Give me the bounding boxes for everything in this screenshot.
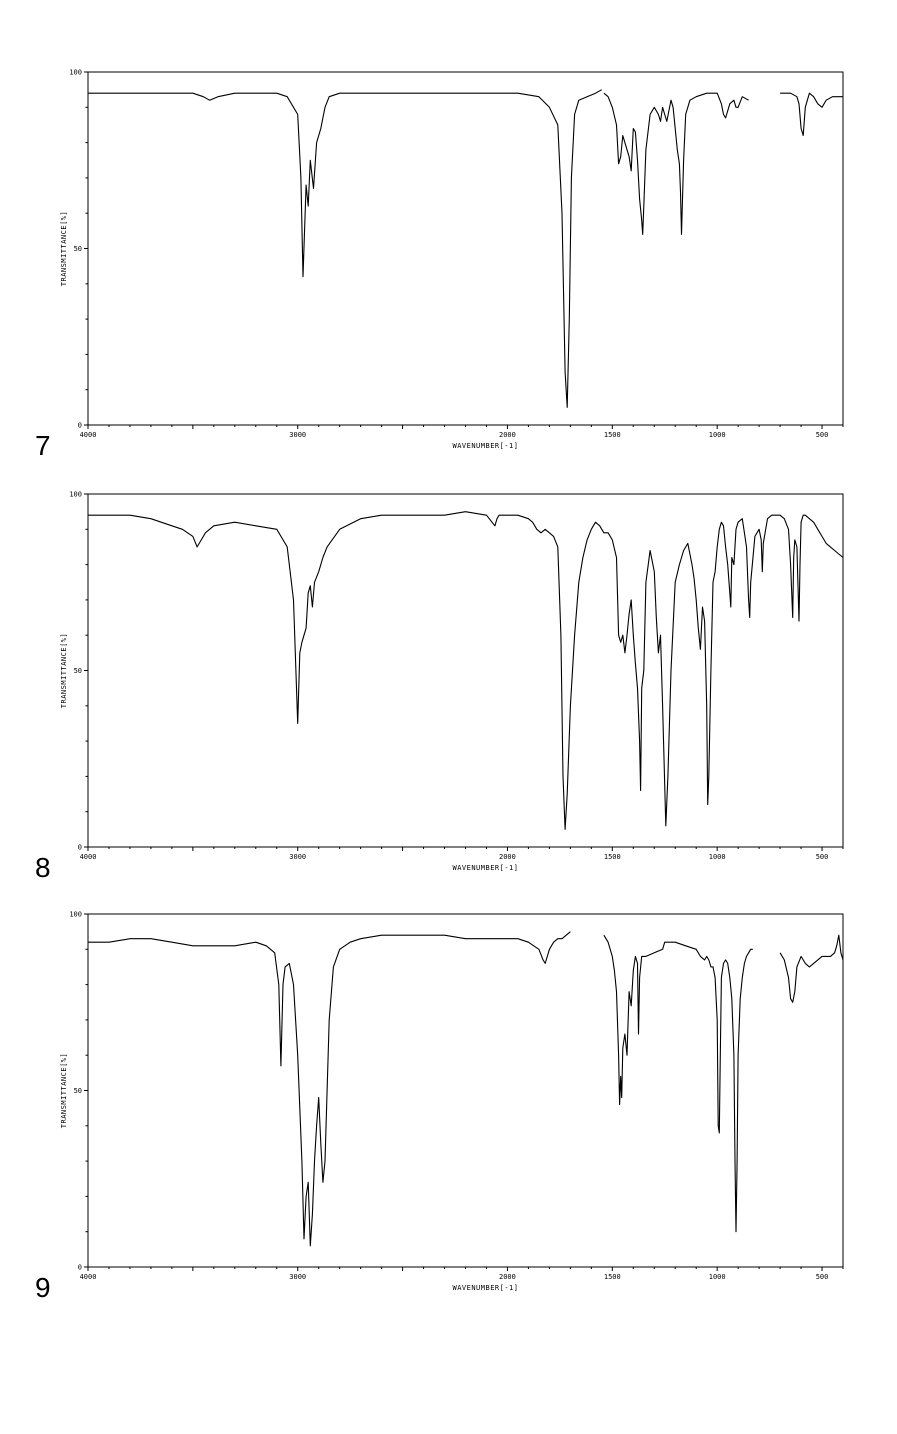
x-tick-label: 3000 [289,431,306,439]
panel-number: 8 [35,852,51,883]
y-tick-label: 100 [69,69,82,77]
x-tick-label: 1000 [709,431,726,439]
panel-number: 7 [35,430,51,461]
ir-spectrum-panel-9: 0 50 100 4000 3000 2000 1500 1000 500 WAVENUMBER[… [0,882,897,1303]
y-tick-label: 100 [69,911,82,919]
spectrum-trace-segment-3 [780,92,843,137]
x-tick-label: 2000 [499,431,516,439]
x-axis-title: WAVENUMBER[-1] [452,442,518,450]
ir-spectrum-panel-8: 0 50 100 4000 3000 2000 1500 1000 500 WAVENUMBER[… [0,462,897,883]
plot-frame [87,493,844,848]
y-tick-label: 0 [78,1264,82,1272]
x-tick-label: 3000 [289,1273,306,1281]
x-tick-label: 1500 [604,431,621,439]
x-tick-label: 500 [816,431,829,439]
x-tick-label: 4000 [80,1273,97,1281]
panel-number: 9 [35,1272,51,1303]
x-tick-label: 1000 [709,853,726,861]
y-axis-title: TRANSMITTANCE[%] [60,211,68,286]
spectrum-trace-segment-2 [603,934,753,1233]
y-tick-label: 50 [74,1087,82,1095]
y-tick-label: 50 [74,667,82,675]
chart-svg: 0 50 100 4000 3000 2000 1500 1000 500 WAVENUMBER[… [60,491,844,872]
y-axis-title: TRANSMITTANCE[%] [60,633,68,708]
plot-frame [87,71,844,426]
chart-svg: 0 50 100 4000 3000 2000 1500 1000 500 WAVENUMBER[… [60,911,844,1292]
y-tick-label: 0 [78,844,82,852]
spectrum-trace-segment-3 [779,934,844,1003]
y-tick-label: 50 [74,245,82,253]
chart-svg: 0 50 100 4000 3000 2000 1500 1000 500 WAVENUMBER[… [60,69,844,450]
x-tick-label: 4000 [80,431,97,439]
x-tick-label: 4000 [80,853,97,861]
plot-frame [87,913,844,1268]
y-tick-label: 0 [78,422,82,430]
x-tick-label: 2000 [499,1273,516,1281]
x-tick-label: 2000 [499,853,516,861]
x-tick-label: 1000 [709,1273,726,1281]
x-tick-label: 3000 [289,853,306,861]
x-tick-label: 1500 [604,1273,621,1281]
x-axis-title: WAVENUMBER[-1] [452,864,518,872]
spectrum-trace-segment-2 [603,92,749,235]
ir-spectrum-panel-7: 0 50 100 4000 3000 2000 1500 1000 500 WAVENUMBER[… [0,40,897,461]
spectrum-trace-segment-1 [88,931,571,1247]
x-tick-label: 500 [816,853,829,861]
x-tick-label: 1500 [604,853,621,861]
spectrum-trace-segment-1 [88,89,603,408]
x-axis-title: WAVENUMBER[-1] [452,1284,518,1292]
spectrum-trace-segment-1 [88,511,844,830]
y-tick-label: 100 [69,491,82,499]
x-tick-label: 500 [816,1273,829,1281]
y-axis-title: TRANSMITTANCE[%] [60,1053,68,1128]
